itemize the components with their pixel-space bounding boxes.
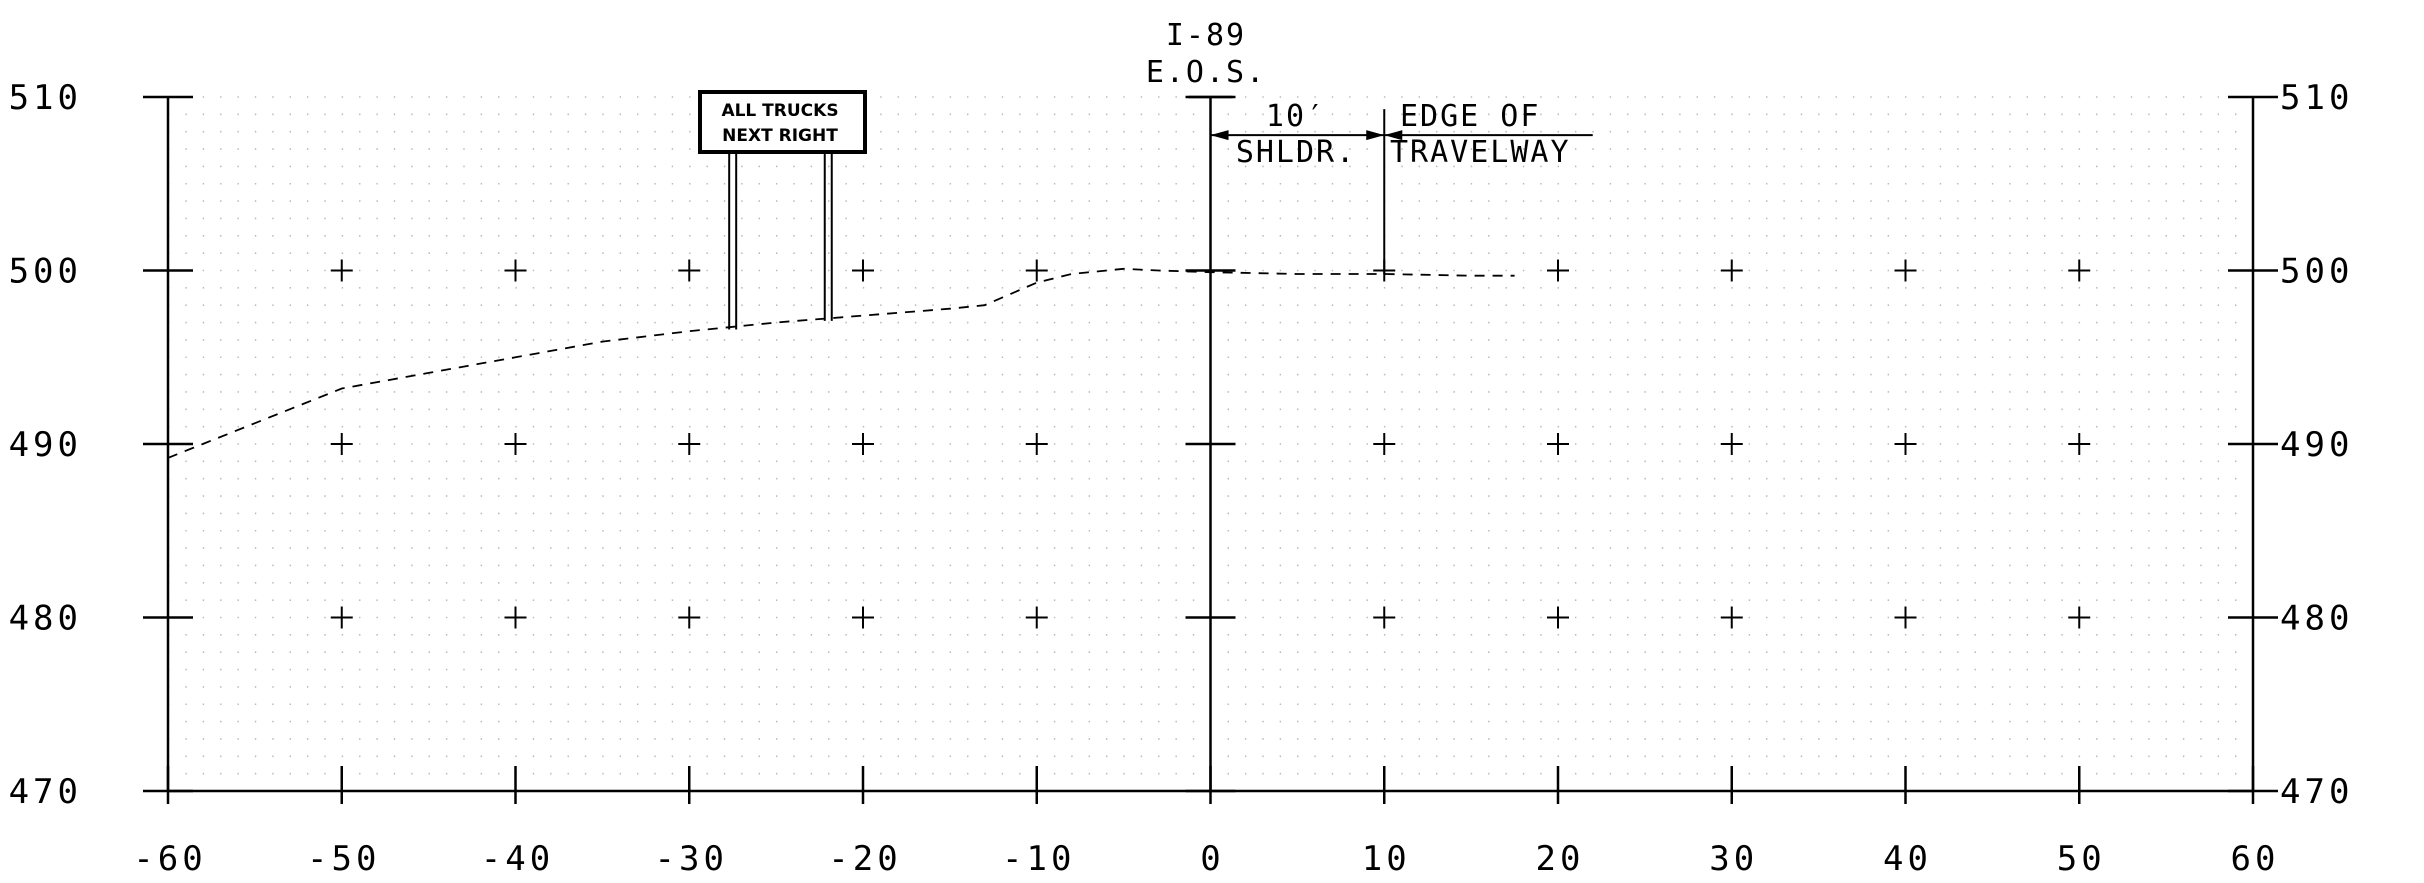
grid-cross [1720, 433, 1743, 455]
sign-panel [698, 90, 867, 154]
grid-cross [1720, 606, 1743, 629]
y-tick-label-right: 490 [2280, 425, 2353, 465]
grid-cross [330, 606, 353, 629]
grid-cross [852, 259, 874, 282]
y-tick-labels: 470 470 480 480 490 490 500 500 510 510 [9, 78, 2353, 812]
grid-cross [678, 606, 701, 629]
x-tick-label: -30 [655, 839, 728, 879]
grid-cross [1025, 606, 1048, 629]
x-tick-label: 0 [1200, 839, 1224, 879]
shoulder-label: SHLDR. [1236, 135, 1356, 170]
x-tick-label: 60 [2231, 839, 2280, 879]
y-tick-label-right: 500 [2280, 252, 2353, 292]
grid-cross [330, 259, 353, 282]
grid-cross [1894, 433, 1917, 455]
sign-text-line2: NEXT RIGHT [722, 126, 838, 146]
grid-cross [1894, 606, 1917, 629]
ground-profile [167, 267, 1515, 459]
dimension-arrow-right [1366, 130, 1385, 141]
y-tick-label-right: 470 [2280, 772, 2353, 812]
grid-cross [504, 259, 527, 282]
x-tick-label: -20 [828, 839, 901, 879]
grid-cross [330, 433, 353, 455]
grid-cross [852, 606, 874, 629]
x-tick-label: 30 [1709, 839, 1758, 879]
x-tick-label: -50 [307, 839, 380, 879]
grid-cross [678, 259, 701, 282]
grid-cross [1373, 606, 1396, 629]
grid-cross [1025, 433, 1048, 455]
grid-cross [2068, 606, 2091, 629]
grid-cross [852, 433, 874, 455]
x-tick-label: 50 [2057, 839, 2106, 879]
y-tick-label-left: 480 [9, 599, 82, 639]
grid-cross [1547, 606, 1569, 629]
dimension-arrow-left [1210, 130, 1229, 141]
grid-cross [504, 433, 527, 455]
y-tick-label-right: 510 [2280, 78, 2353, 118]
ground-profile-line [167, 267, 1515, 459]
grid-crosses [330, 259, 2091, 629]
y-tick-label-left: 510 [9, 78, 82, 118]
grid-cross [1373, 433, 1396, 455]
sign-text-line1: ALL TRUCKS [721, 101, 838, 121]
y-tick-label-left: 490 [9, 425, 82, 465]
grid-cross [1547, 433, 1569, 455]
grid-cross [1547, 259, 1569, 282]
y-tick-label-left: 500 [9, 252, 82, 292]
x-tick-label: -10 [1002, 839, 1075, 879]
grid-cross [2068, 433, 2091, 455]
x-tick-label: 40 [1883, 839, 1932, 879]
y-tick-label-left: 470 [9, 772, 82, 812]
grid-cross [2068, 259, 2091, 282]
edge-of-travelway-line2: TRAVELWAY [1390, 135, 1571, 170]
shoulder-width-label: 10′ [1266, 99, 1326, 134]
x-tick-label: -60 [133, 839, 206, 879]
x-tick-label: -40 [481, 839, 554, 879]
eos-label: E.O.S. [1146, 55, 1266, 90]
grid-cross [504, 606, 527, 629]
annotations: I-89 E.O.S. 10′ SHLDR. EDGE OF TRAVELWAY… [698, 18, 1593, 330]
y-tick-label-right: 480 [2280, 599, 2353, 639]
grid-cross [1025, 259, 1048, 282]
grid-cross [678, 433, 701, 455]
grid-cross [1720, 259, 1743, 282]
grid-cross [1894, 259, 1917, 282]
x-tick-label: 20 [1536, 839, 1585, 879]
x-tick-label: 10 [1362, 839, 1411, 879]
edge-of-travelway-line1: EDGE OF [1400, 99, 1540, 134]
x-tick-labels: -60 -50 -40 -30 -20 -10 0 10 20 30 40 50 60 [133, 839, 2280, 879]
eos-label-route: I-89 [1166, 18, 1246, 53]
